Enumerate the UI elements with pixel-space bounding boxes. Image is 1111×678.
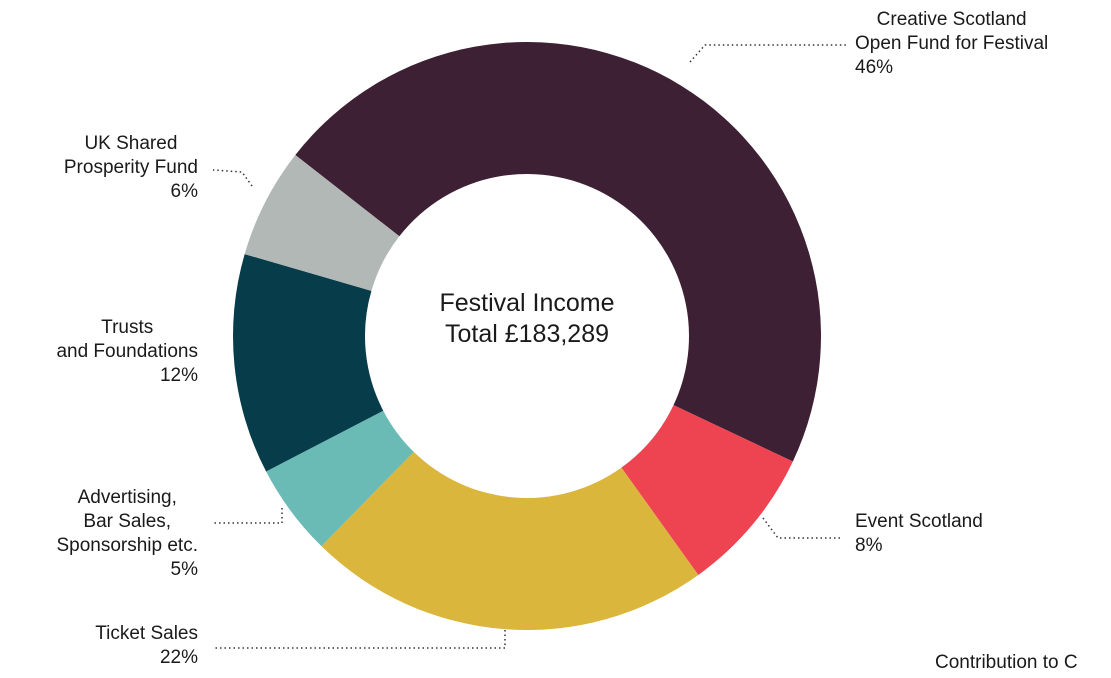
- slice-label-text: UK Shared Prosperity Fund: [63, 133, 198, 178]
- leader-creative-scotland: [689, 44, 848, 63]
- slice-percent: 8%: [855, 535, 883, 556]
- slice-percent: 6%: [170, 181, 198, 202]
- chart-title: Festival Income Total £183,289: [439, 289, 615, 348]
- slice-label-text: Ticket Sales: [95, 623, 198, 644]
- label-trusts: Trusts and Foundations 12%: [56, 316, 198, 388]
- slice-percent: 12%: [159, 365, 198, 386]
- slice-ticket-sales: [321, 451, 699, 630]
- slice-trusts-foundations: [232, 254, 384, 472]
- leader-ticket-sales: [215, 630, 506, 649]
- slice-label-text: Creative Scotland Open Fund for Festival: [855, 9, 1049, 54]
- label-event-scotland: Event Scotland 8%: [855, 510, 983, 558]
- slice-label-text: Trusts and Foundations: [56, 317, 198, 362]
- slice-advertising: [266, 410, 414, 547]
- slice-uk-shared-prosperity: [244, 154, 400, 291]
- footer-note: Contribution to C: [935, 652, 1078, 673]
- label-uk-shared-prosperity: UK Shared Prosperity Fund 6%: [64, 132, 198, 204]
- label-advertising: Advertising, Bar Sales, Sponsorship etc.…: [56, 486, 198, 582]
- leader-event-scotland: [762, 517, 840, 539]
- slice-percent: 46%: [855, 57, 894, 78]
- label-creative-scotland: Creative Scotland Open Fund for Festival…: [855, 8, 1048, 80]
- slice-percent: 22%: [159, 647, 198, 668]
- label-ticket-sales: Ticket Sales 22%: [95, 622, 198, 670]
- leader-advertising: [213, 508, 283, 524]
- slice-label-text: Event Scotland: [855, 511, 983, 532]
- slice-percent: 5%: [170, 559, 198, 580]
- slice-event-scotland: [621, 405, 793, 575]
- slice-creative-scotland: [295, 42, 821, 462]
- leader-uk-shared-prosperity: [212, 169, 253, 187]
- slice-label-text: Advertising, Bar Sales, Sponsorship etc.: [56, 487, 198, 556]
